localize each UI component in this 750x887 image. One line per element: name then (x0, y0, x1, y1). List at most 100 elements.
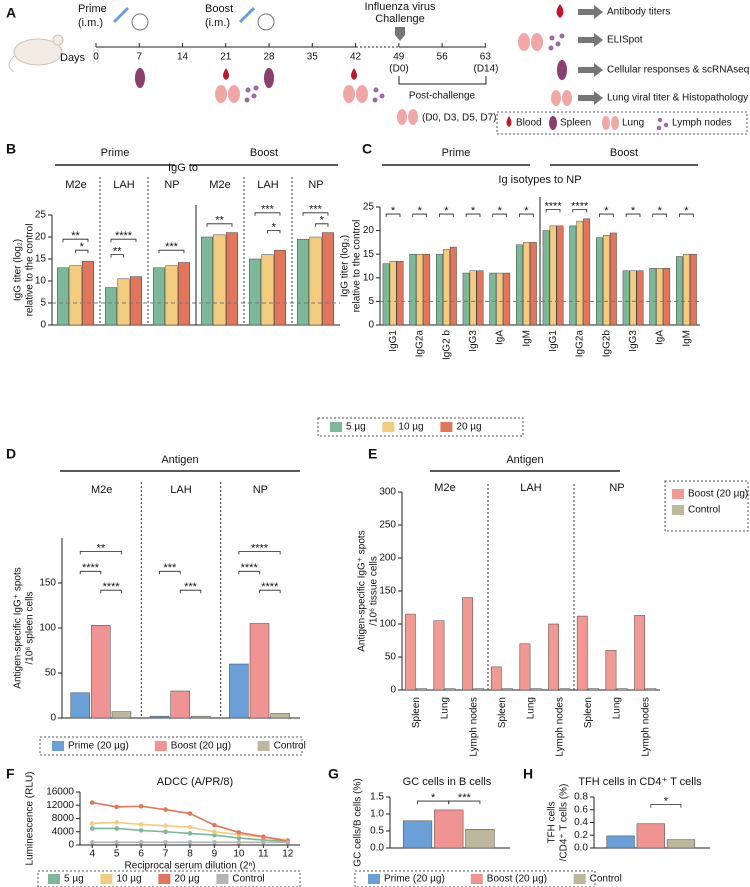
day-label: 42 (350, 52, 362, 63)
significance-bracket (159, 570, 181, 575)
category-label: Lymph nodes (640, 697, 651, 757)
significance-bracket (158, 249, 185, 254)
y-tick-label: 50 (45, 668, 57, 679)
significance-bracket (385, 213, 401, 218)
legend-label: Spleen (560, 118, 591, 129)
significance-label: *** (261, 204, 275, 216)
legend-label: Boost (20 µg) (688, 489, 748, 500)
blood-icon (506, 116, 512, 127)
bar (404, 613, 416, 691)
bar (490, 666, 502, 691)
challenge-label: Challenge (375, 13, 425, 25)
legend-box (354, 870, 596, 887)
bar (502, 688, 513, 691)
y-axis-label: IgG titer (log₂) (340, 235, 351, 297)
post-days-label: (D0, D3, D5, D7) (422, 113, 496, 124)
bar (576, 220, 584, 326)
y-tick-label: 100 (39, 623, 56, 634)
y-tick-label: 0 (368, 320, 374, 331)
data-point (163, 840, 168, 845)
bar (462, 597, 474, 691)
data-point (89, 840, 95, 845)
y-tick-label: 300 (379, 487, 396, 498)
significance-label: **** (261, 581, 279, 593)
bar (297, 238, 310, 326)
lung-icon (551, 90, 561, 106)
syringe-icon (238, 6, 256, 24)
significance-label: * (471, 205, 476, 217)
significance-label: * (431, 792, 436, 804)
legend-swatch (672, 505, 684, 515)
data-point (285, 840, 291, 845)
day-label: 0 (93, 52, 99, 63)
chart-title: GC cells in B cells (403, 776, 492, 788)
bar (249, 258, 262, 326)
x-tick-label: 12 (282, 849, 294, 860)
legend-label: Control (590, 874, 622, 885)
y-tick-label: 0.0 (574, 843, 588, 854)
significance-bracket (599, 213, 614, 218)
legend-swatch (382, 422, 395, 432)
day-label: 28 (263, 52, 275, 63)
category-label: Lymph nodes (554, 697, 565, 757)
x-tick-label: 5 (114, 849, 120, 860)
legend-label: Boost (20 µg) (171, 741, 231, 752)
lung-icon (397, 109, 407, 125)
mouse-icon (52, 34, 64, 46)
significance-label: ** (71, 230, 80, 242)
lymph-icon (244, 85, 259, 103)
bar (649, 268, 657, 326)
bar (496, 272, 504, 326)
group-header: Prime (101, 147, 130, 159)
bar (689, 253, 697, 326)
group-label: M2e (434, 482, 455, 494)
legend-swatch (470, 874, 483, 884)
y-axis-label: relative to the control (25, 224, 36, 317)
day-label: 56 (437, 52, 449, 63)
significance-bracket (259, 589, 281, 594)
significance-label: * (664, 796, 669, 808)
significance-bracket (110, 254, 124, 258)
legend-swatch (368, 874, 380, 884)
data-point (114, 804, 119, 810)
y-axis-label: /10⁶ spleen cells (25, 591, 36, 664)
y-tick-label: 5 (40, 298, 46, 309)
boost-label: Boost (205, 3, 233, 15)
bar (596, 237, 603, 326)
chart-title: IgG to (168, 162, 198, 174)
x-tick-label: 9 (212, 849, 218, 860)
bar (423, 253, 431, 326)
y-tick-label: 0.5 (370, 826, 384, 837)
legend-label: Prime (20 µg) (68, 741, 129, 752)
category-label: NP (164, 179, 179, 191)
y-tick-label: 25 (363, 202, 375, 213)
category-label: Lung (440, 697, 451, 719)
readout-label: Lung viral titer & Histopathology (607, 93, 748, 104)
category-label: IgA (495, 330, 506, 345)
significance-bracket (79, 551, 122, 555)
legend-label: Lung (622, 118, 644, 129)
y-tick-label: 150 (379, 586, 396, 597)
significance-bracket (572, 208, 588, 213)
category-label: IgG1 (548, 330, 559, 352)
legend-swatch (672, 489, 684, 499)
bar (434, 809, 464, 849)
y-tick-label: 0 (40, 320, 46, 331)
bar (559, 688, 571, 691)
significance-bracket (75, 249, 89, 254)
category-label: M2e (209, 179, 230, 191)
lymph-icon (656, 117, 669, 131)
bar (153, 267, 166, 326)
x-axis-label: Reciprocal serum dilution (2ⁿ) (125, 861, 256, 872)
significance-bracket (302, 212, 329, 216)
category-label: Spleen (583, 697, 594, 728)
day-label: 49 (393, 52, 405, 63)
mouse-icon (8, 55, 15, 73)
significance-label: * (272, 221, 277, 233)
category-label: NP (253, 484, 268, 496)
bar (105, 287, 118, 326)
significance-bracket (519, 213, 534, 218)
y-tick-label: 15 (363, 249, 375, 260)
bar (402, 820, 433, 849)
blood-icon (223, 68, 229, 80)
